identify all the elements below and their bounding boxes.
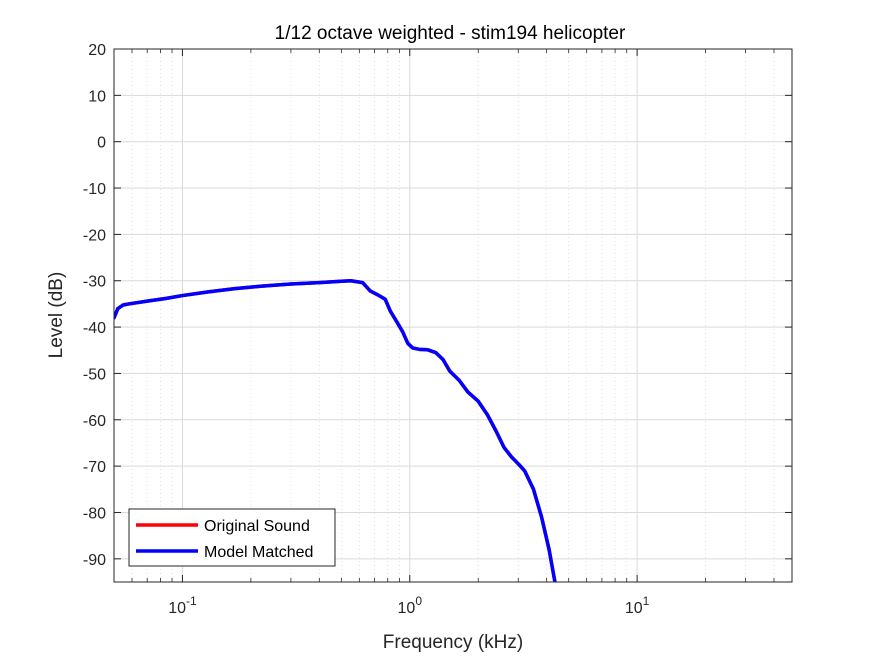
x-tick-label-exponent: -1 [186, 594, 197, 608]
y-tick-label: 0 [97, 135, 106, 152]
y-tick-label: -40 [83, 320, 106, 337]
y-tick-label: -70 [83, 459, 106, 476]
y-tick-label: -90 [83, 552, 106, 569]
x-tick-label-exponent: 1 [643, 594, 650, 608]
y-tick-label: 10 [88, 88, 106, 105]
y-tick-label: -10 [83, 181, 106, 198]
legend-box [128, 508, 336, 567]
x-tick-label-exponent: 0 [415, 594, 422, 608]
y-tick-label: -20 [83, 227, 106, 244]
chart-title: 1/12 octave weighted - stim194 helicopte… [275, 23, 626, 44]
x-axis-label: Frequency (kHz) [383, 632, 523, 653]
x-tick-label: 100 [398, 594, 423, 617]
x-tick-label-base: 10 [398, 600, 416, 617]
series-line-model-matched [114, 278, 557, 582]
legend-label-original-sound: Original Sound [204, 518, 310, 535]
x-tick-label-base: 10 [168, 600, 186, 617]
x-tick-label: 101 [625, 594, 650, 617]
plot-area [114, 49, 792, 582]
y-tick-label: 20 [88, 42, 106, 59]
y-axis-ticks: 20 10 0 -10 -20 -30 -40 -50 -60 -70 -80 -90 [83, 42, 792, 569]
legend-label-model-matched: Model Matched [204, 544, 313, 561]
axes-frame [113, 48, 793, 583]
y-tick-label: -30 [83, 274, 106, 291]
y-axis-label: Level (dB) [46, 272, 67, 359]
y-tick-label: -50 [83, 366, 106, 383]
series-layer [114, 278, 557, 582]
legend: Original Sound Model Matched [128, 508, 336, 567]
y-tick-label: -60 [83, 413, 106, 430]
x-axis-ticks: 10-1 100 101 [131, 49, 775, 617]
minor-gridlines [131, 49, 775, 582]
y-tick-label: -80 [83, 505, 106, 522]
x-tick-label: 10-1 [168, 594, 197, 617]
x-tick-label-base: 10 [625, 600, 643, 617]
